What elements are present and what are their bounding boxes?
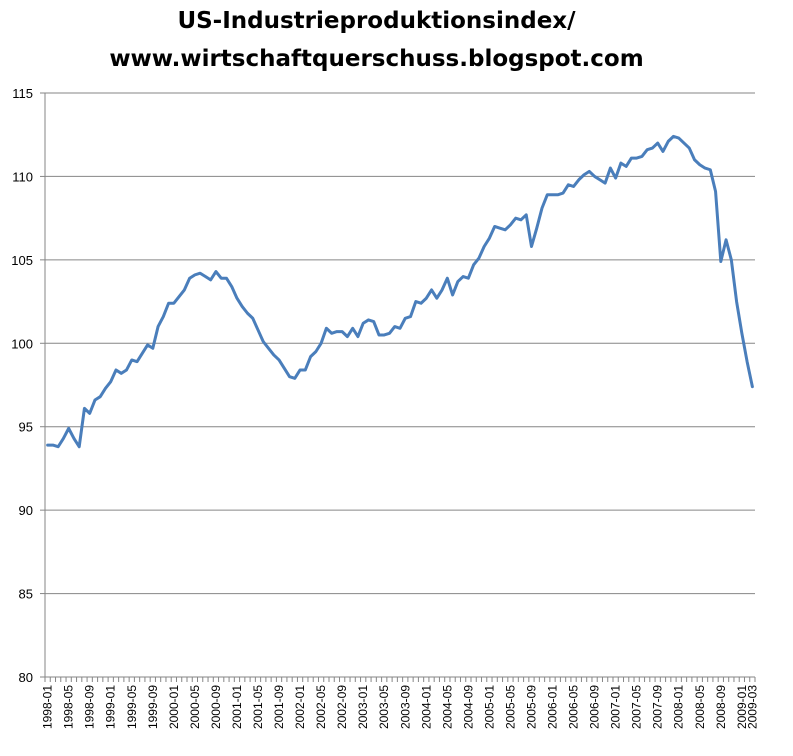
x-tick-label: 2000-01	[167, 685, 181, 729]
x-tick-label: 2008-01	[672, 685, 686, 729]
x-tick-label: 2002-01	[293, 685, 307, 729]
y-tick-label: 115	[12, 86, 33, 101]
x-tick-label: 2004-09	[461, 685, 475, 729]
x-tick-label: 2006-05	[567, 685, 581, 729]
x-tick-label: 2003-05	[377, 685, 391, 729]
x-tick-label: 2001-05	[251, 685, 265, 729]
y-tick-label: 105	[11, 253, 33, 268]
x-tick-label: 2003-09	[398, 685, 412, 729]
y-tick-label: 100	[11, 336, 33, 351]
x-tick-label: 1999-09	[146, 685, 160, 729]
x-tick-label: 1998-05	[62, 685, 76, 729]
x-tick-label: 1999-05	[125, 685, 139, 729]
x-tick-label: 2002-05	[314, 685, 328, 729]
x-tick-label: 2008-09	[714, 685, 728, 729]
x-tick-label: 2006-09	[588, 685, 602, 729]
chart-title-line-2: www.wirtschaftquerschuss.blogspot.com	[109, 46, 644, 72]
y-tick-label: 80	[19, 670, 33, 685]
x-tick-label: 2001-09	[272, 685, 286, 729]
x-tick-label: 2004-05	[440, 685, 454, 729]
x-tick-label: 2007-09	[651, 685, 665, 729]
y-tick-label: 85	[19, 587, 33, 602]
y-tick-labels: 80 85 90 95 100 105 110 115	[11, 86, 33, 685]
x-tick-label: 2004-01	[419, 685, 433, 729]
x-tick-label: 2002-09	[335, 685, 349, 729]
chart-title-line-1: US-Industrieproduktionsindex/	[177, 8, 576, 34]
x-tick-label: 2008-05	[693, 685, 707, 729]
x-tick-label: 1998-09	[83, 685, 97, 729]
series-layer	[46, 134, 754, 449]
series-line	[46, 134, 754, 449]
x-tick-label: 2000-09	[209, 685, 223, 729]
x-tick-label: 2000-05	[188, 685, 202, 729]
x-tick-label: 2005-09	[524, 685, 538, 729]
x-tick-labels: 1998-01 1998-05 1998-09 1999-01 1999-05 1999-…	[41, 685, 760, 729]
x-tick-label: 1999-01	[104, 685, 118, 729]
grid-layer	[45, 92, 755, 595]
y-tick-label: 90	[19, 503, 33, 518]
x-tick-label: 2003-01	[356, 685, 370, 729]
x-tick-label: 2006-01	[546, 685, 560, 729]
axis-layer	[40, 92, 756, 682]
x-tick-label: 2005-01	[482, 685, 496, 729]
x-tick-label: 2007-01	[609, 685, 623, 729]
x-tick-label: 2009-01	[735, 685, 749, 729]
y-tick-label: 95	[19, 420, 33, 435]
x-tick-label: 2009-03	[745, 685, 759, 729]
x-tick-label: 2001-01	[230, 685, 244, 729]
y-tick-label: 110	[12, 169, 33, 184]
x-tick-label: 1998-01	[41, 685, 55, 729]
x-tick-label: 2005-05	[503, 685, 517, 729]
x-tick-label: 2007-05	[630, 685, 644, 729]
